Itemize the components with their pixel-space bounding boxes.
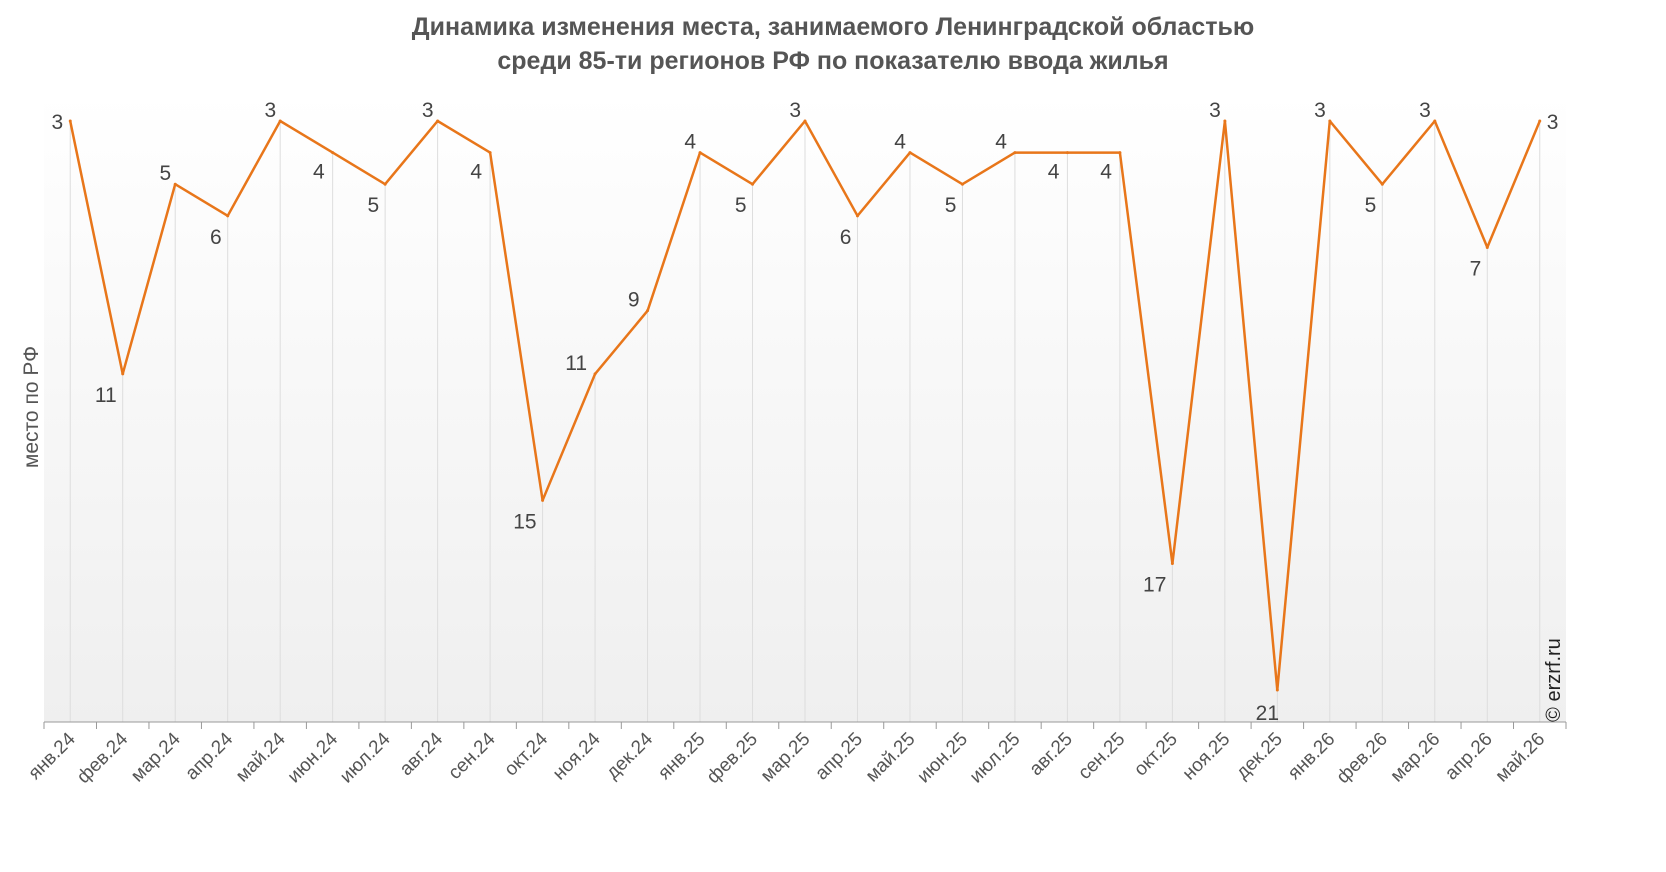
x-tick-label: янв.24 <box>24 728 80 784</box>
data-label: 15 <box>513 510 536 533</box>
x-axis-tick-labels: янв.24фев.24мар.24апр.24май.24июн.24июл.… <box>24 728 1549 788</box>
data-label: 4 <box>684 131 696 154</box>
data-point <box>121 372 125 376</box>
grid-lines <box>69 121 1541 722</box>
data-label: 4 <box>1048 161 1060 184</box>
data-label: 11 <box>565 352 587 375</box>
x-tick-label: апр.25 <box>811 729 867 785</box>
data-point <box>331 151 335 155</box>
data-label: 5 <box>735 194 747 217</box>
data-point <box>908 151 912 155</box>
x-tick-label: янв.25 <box>654 729 709 784</box>
data-point <box>1275 688 1279 692</box>
data-point <box>541 498 545 502</box>
x-tick-label: окт.25 <box>1130 729 1182 781</box>
data-label: 6 <box>210 226 222 249</box>
x-tick-label: июл.24 <box>336 728 395 787</box>
data-point <box>855 214 859 218</box>
data-label: 4 <box>470 161 482 184</box>
x-tick-label: июл.25 <box>966 729 1025 788</box>
data-point <box>1328 119 1332 123</box>
x-tick-label: май.24 <box>232 728 290 786</box>
data-point <box>436 119 440 123</box>
x-tick-label: сен.25 <box>1074 729 1129 784</box>
data-point <box>383 182 387 186</box>
data-point <box>1538 119 1542 123</box>
data-label: 17 <box>1143 574 1166 597</box>
x-tick-label: май.26 <box>1492 729 1550 787</box>
data-label: 7 <box>1470 257 1482 280</box>
x-tick-label: фев.26 <box>1333 729 1392 788</box>
data-point <box>1118 151 1122 155</box>
data-point <box>1223 119 1227 123</box>
data-point <box>646 309 650 313</box>
data-label: 4 <box>1100 161 1112 184</box>
chart-title-line-1: Динамика изменения места, занимаемого Ле… <box>411 13 1255 41</box>
data-label: 3 <box>1314 99 1326 122</box>
x-tick-label: дек.25 <box>1232 729 1287 784</box>
series-layer <box>68 119 1542 692</box>
data-label: 3 <box>1209 99 1221 122</box>
x-tick-label: мар.24 <box>127 728 185 786</box>
data-point <box>1013 151 1017 155</box>
data-point <box>173 182 177 186</box>
chart-title-line-2: среди 85-ти регионов РФ по показателю вв… <box>497 47 1169 75</box>
data-label: 4 <box>995 131 1007 154</box>
data-point <box>1433 119 1437 123</box>
data-label: 4 <box>894 131 906 154</box>
data-point <box>1065 151 1069 155</box>
data-label: 5 <box>160 162 172 185</box>
x-tick-label: ноя.25 <box>1179 729 1235 785</box>
data-label: 11 <box>95 384 117 407</box>
x-tick-label: авг.25 <box>1026 729 1077 780</box>
data-label: 5 <box>945 194 957 217</box>
data-point <box>278 119 282 123</box>
data-point <box>751 182 755 186</box>
x-tick-label: июн.24 <box>284 728 343 787</box>
data-label: 5 <box>1365 194 1377 217</box>
data-label: 3 <box>1419 99 1431 122</box>
data-label: 3 <box>264 99 276 122</box>
data-point <box>803 119 807 123</box>
credit-text: © erzrf.ru <box>1543 638 1565 722</box>
x-tick-label: дек.24 <box>602 728 657 783</box>
data-label: 3 <box>422 99 434 122</box>
data-point <box>68 119 72 123</box>
data-label: 9 <box>628 289 640 312</box>
x-tick-label: апр.26 <box>1441 729 1497 785</box>
data-label: 5 <box>367 194 379 217</box>
data-label: 4 <box>313 161 325 184</box>
x-tick-label: ноя.24 <box>549 728 605 784</box>
data-label: 6 <box>840 226 852 249</box>
data-point <box>698 151 702 155</box>
data-point <box>593 372 597 376</box>
x-tick-label: апр.24 <box>181 728 237 784</box>
x-tick-label: мар.26 <box>1387 729 1445 787</box>
x-tick-label: июн.25 <box>913 729 972 788</box>
x-tick-label: авг.24 <box>396 728 448 780</box>
x-tick-label: май.25 <box>862 729 920 787</box>
data-point <box>226 214 230 218</box>
data-label: 3 <box>1547 111 1559 134</box>
data-point <box>1380 182 1384 186</box>
data-label: 3 <box>789 99 801 122</box>
x-tick-label: фев.24 <box>73 728 132 787</box>
x-tick-label: сен.24 <box>444 728 499 783</box>
data-labels: 3 11 5 6 3 4 5 3 4 15 11 9 4 5 3 6 4 5 4 4 4 17 3 21 3 5 3 7 3 <box>52 99 1559 725</box>
x-axis-ticks <box>43 722 1567 729</box>
data-point <box>960 182 964 186</box>
x-tick-label: мар.25 <box>757 729 815 787</box>
data-point <box>1170 562 1174 566</box>
chart-title: Динамика изменения места, занимаемого Ле… <box>0 10 1666 78</box>
x-tick-label: окт.24 <box>500 728 552 780</box>
x-tick-label: фев.25 <box>703 729 762 788</box>
data-label: 21 <box>1256 702 1279 725</box>
x-tick-label: янв.26 <box>1284 729 1339 784</box>
y-axis-title: место по РФ <box>20 346 43 468</box>
data-label: 3 <box>52 111 64 134</box>
data-point <box>488 151 492 155</box>
data-point <box>1485 245 1489 249</box>
